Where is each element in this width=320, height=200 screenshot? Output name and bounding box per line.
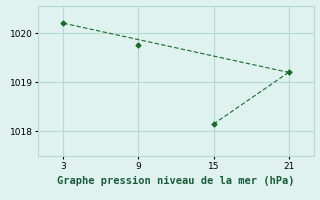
X-axis label: Graphe pression niveau de la mer (hPa): Graphe pression niveau de la mer (hPa): [57, 176, 295, 186]
